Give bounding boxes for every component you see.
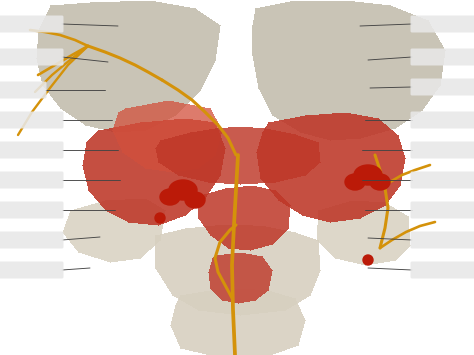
Circle shape bbox=[155, 213, 165, 223]
FancyBboxPatch shape bbox=[0, 142, 64, 158]
Ellipse shape bbox=[169, 180, 197, 200]
Ellipse shape bbox=[345, 174, 365, 190]
FancyBboxPatch shape bbox=[410, 111, 474, 129]
FancyBboxPatch shape bbox=[410, 16, 474, 33]
Ellipse shape bbox=[370, 174, 390, 190]
FancyBboxPatch shape bbox=[0, 171, 64, 189]
FancyBboxPatch shape bbox=[0, 262, 64, 279]
Ellipse shape bbox=[160, 189, 180, 205]
FancyBboxPatch shape bbox=[410, 78, 474, 95]
FancyBboxPatch shape bbox=[410, 262, 474, 279]
FancyBboxPatch shape bbox=[410, 171, 474, 189]
FancyBboxPatch shape bbox=[410, 49, 474, 66]
FancyBboxPatch shape bbox=[410, 202, 474, 218]
FancyBboxPatch shape bbox=[0, 16, 64, 33]
FancyBboxPatch shape bbox=[410, 142, 474, 158]
FancyBboxPatch shape bbox=[0, 82, 46, 98]
Ellipse shape bbox=[354, 165, 382, 185]
FancyBboxPatch shape bbox=[0, 111, 64, 129]
FancyBboxPatch shape bbox=[0, 49, 64, 66]
Circle shape bbox=[363, 255, 373, 265]
FancyBboxPatch shape bbox=[410, 231, 474, 248]
FancyBboxPatch shape bbox=[0, 202, 64, 218]
FancyBboxPatch shape bbox=[0, 231, 64, 248]
Ellipse shape bbox=[185, 192, 205, 208]
